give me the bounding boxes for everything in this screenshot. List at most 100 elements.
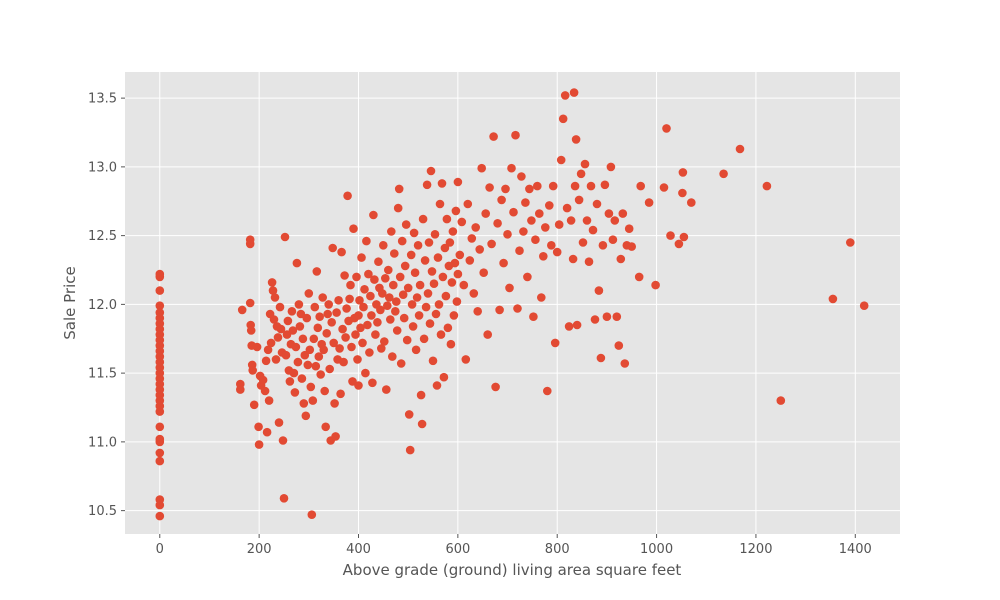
x-axis-label: Above grade (ground) living area square …: [343, 561, 682, 579]
data-point: [245, 235, 255, 244]
data-point: [409, 228, 419, 238]
data-point: [354, 381, 363, 390]
data-point: [283, 316, 293, 326]
data-point: [393, 203, 403, 213]
data-point: [365, 348, 374, 357]
y-axis-label: Sale Price: [61, 266, 79, 339]
data-point: [316, 370, 326, 379]
data-point: [517, 172, 526, 181]
data-point: [288, 326, 298, 335]
data-point: [291, 342, 301, 352]
data-point: [388, 352, 397, 361]
data-point: [602, 312, 612, 322]
data-point: [491, 382, 500, 392]
data-point: [678, 188, 687, 198]
data-point: [155, 286, 165, 295]
x-tick-label: 600: [445, 542, 470, 557]
x-tick-label: 1400: [839, 542, 872, 557]
data-point: [351, 330, 360, 339]
data-point: [322, 329, 332, 338]
data-point: [421, 302, 431, 312]
data-point: [290, 388, 300, 397]
data-point: [493, 219, 502, 228]
data-point: [368, 378, 377, 388]
data-point: [285, 377, 295, 386]
data-point: [341, 333, 350, 342]
data-point: [395, 272, 405, 282]
data-point: [404, 410, 414, 419]
data-point: [314, 352, 324, 361]
data-point: [287, 307, 297, 316]
data-point: [445, 238, 455, 247]
data-point: [558, 114, 568, 124]
data-point: [465, 256, 475, 265]
data-point: [332, 308, 341, 317]
data-point: [331, 432, 340, 441]
data-point: [407, 300, 417, 309]
data-point: [531, 235, 540, 244]
data-point: [408, 322, 418, 331]
data-point: [414, 311, 424, 320]
y-tick-label: 12.0: [88, 298, 117, 313]
data-point: [762, 181, 772, 191]
data-point: [644, 198, 654, 207]
data-point: [586, 181, 596, 191]
data-point: [384, 265, 393, 275]
data-point: [431, 309, 441, 319]
data-point: [335, 344, 344, 353]
data-point: [543, 386, 552, 396]
data-point: [353, 355, 362, 364]
data-point: [336, 389, 345, 399]
data-point: [624, 224, 634, 233]
data-point: [155, 269, 165, 279]
data-point: [487, 239, 496, 249]
data-point: [489, 132, 498, 141]
data-point: [580, 159, 590, 169]
data-point: [447, 278, 457, 287]
data-point: [307, 510, 317, 519]
data-point: [305, 345, 315, 355]
data-point: [416, 390, 426, 400]
data-point: [378, 289, 387, 298]
data-point: [356, 323, 365, 333]
data-point: [377, 344, 386, 353]
data-point: [529, 312, 538, 322]
data-point: [324, 300, 334, 309]
data-point: [342, 304, 351, 313]
data-point: [276, 324, 286, 334]
data-point: [354, 311, 363, 320]
data-point: [294, 300, 304, 309]
data-point: [363, 320, 372, 330]
data-point: [636, 181, 645, 191]
data-point: [564, 322, 574, 331]
data-point: [369, 210, 378, 220]
data-point: [303, 360, 313, 370]
data-point: [337, 247, 346, 257]
data-point: [366, 291, 375, 301]
data-point: [155, 511, 165, 521]
data-point: [295, 322, 305, 331]
data-point: [455, 250, 465, 260]
data-point: [379, 241, 388, 250]
data-point: [434, 300, 444, 309]
data-point: [269, 315, 279, 324]
data-point: [604, 209, 614, 218]
data-point: [370, 275, 379, 284]
data-point: [300, 350, 310, 360]
data-point: [155, 434, 165, 444]
data-point: [392, 297, 401, 306]
data-point: [264, 396, 274, 405]
data-point: [245, 298, 255, 308]
data-point: [651, 280, 660, 290]
data-point: [513, 304, 522, 313]
data-point: [547, 241, 556, 250]
data-point: [292, 258, 302, 268]
data-point: [274, 418, 284, 427]
data-point: [401, 220, 411, 229]
data-point: [338, 324, 347, 334]
data-point: [399, 313, 409, 323]
data-point: [436, 330, 446, 339]
data-point: [383, 301, 392, 311]
data-point: [420, 256, 430, 265]
